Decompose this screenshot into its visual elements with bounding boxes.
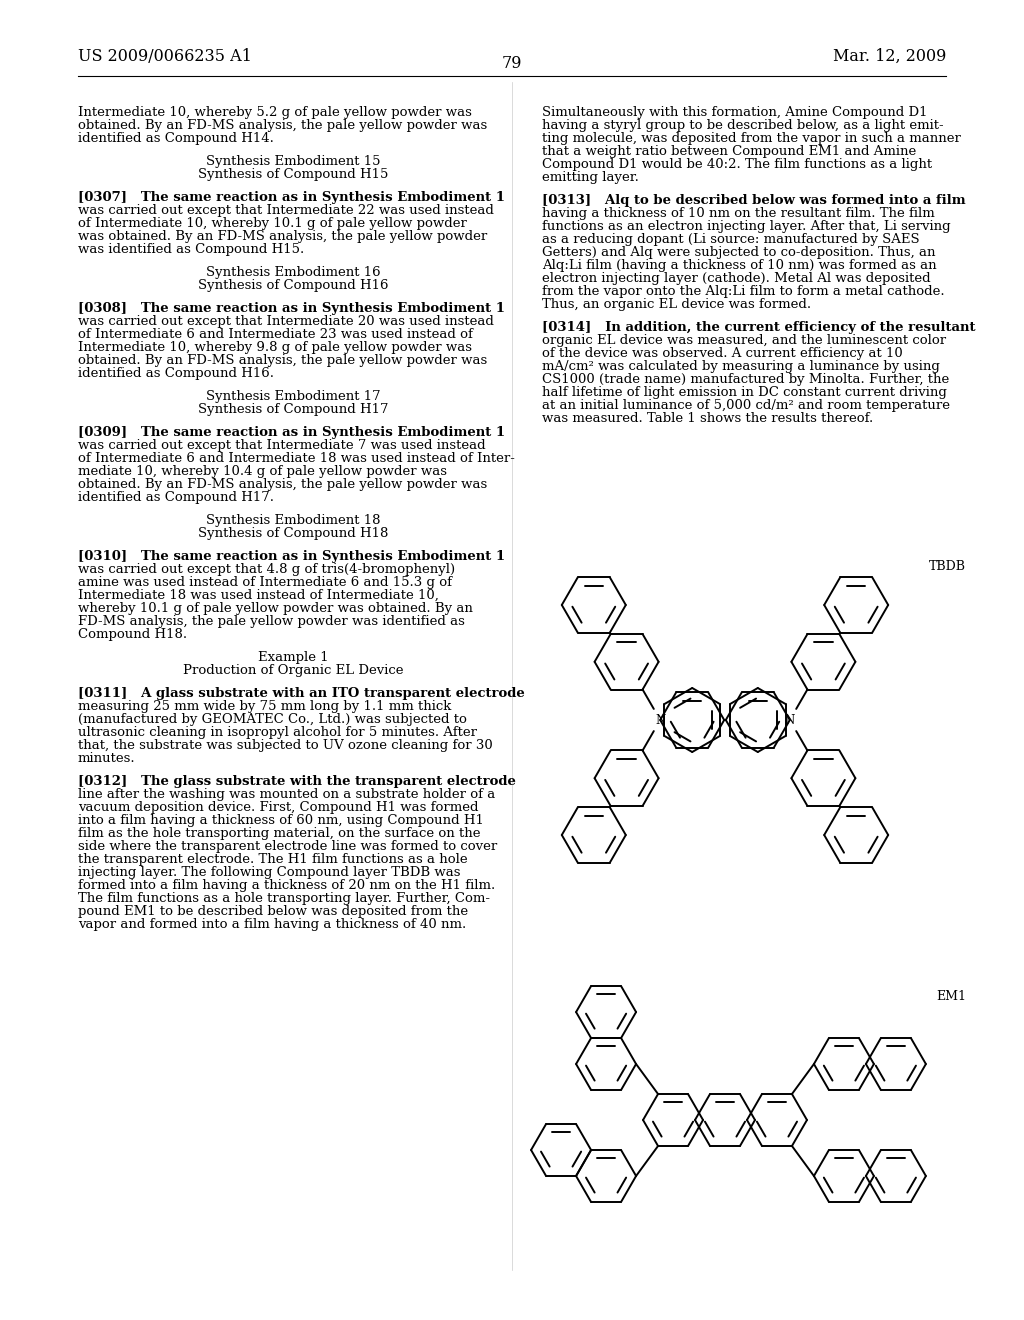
Text: Synthesis Embodiment 17: Synthesis Embodiment 17 [206,389,380,403]
Text: that a weight ratio between Compound EM1 and Amine: that a weight ratio between Compound EM1… [542,145,915,158]
Text: Compound H18.: Compound H18. [78,628,187,642]
Text: pound EM1 to be described below was deposited from the: pound EM1 to be described below was depo… [78,906,468,917]
Text: ting molecule, was deposited from the vapor in such a manner: ting molecule, was deposited from the va… [542,132,961,145]
Text: was carried out except that 4.8 g of tris(4-bromophenyl): was carried out except that 4.8 g of tri… [78,564,455,576]
Text: into a film having a thickness of 60 nm, using Compound H1: into a film having a thickness of 60 nm,… [78,814,483,828]
Text: Synthesis Embodiment 15: Synthesis Embodiment 15 [206,154,380,168]
Text: N: N [784,714,795,726]
Text: electron injecting layer (cathode). Metal Al was deposited: electron injecting layer (cathode). Meta… [542,272,931,285]
Text: of Intermediate 6 and Intermediate 23 was used instead of: of Intermediate 6 and Intermediate 23 wa… [78,327,473,341]
Text: half lifetime of light emission in DC constant current driving: half lifetime of light emission in DC co… [542,385,946,399]
Text: was carried out except that Intermediate 7 was used instead: was carried out except that Intermediate… [78,440,485,451]
Text: Synthesis of Compound H17: Synthesis of Compound H17 [198,403,388,416]
Text: formed into a film having a thickness of 20 nm on the H1 film.: formed into a film having a thickness of… [78,879,495,892]
Text: EM1: EM1 [936,990,966,1003]
Text: functions as an electron injecting layer. After that, Li serving: functions as an electron injecting layer… [542,220,950,234]
Text: identified as Compound H16.: identified as Compound H16. [78,367,273,380]
Text: identified as Compound H14.: identified as Compound H14. [78,132,273,145]
Text: Synthesis Embodiment 16: Synthesis Embodiment 16 [206,267,380,279]
Text: having a thickness of 10 nm on the resultant film. The film: having a thickness of 10 nm on the resul… [542,207,935,220]
Text: side where the transparent electrode line was formed to cover: side where the transparent electrode lin… [78,840,497,853]
Text: Compound D1 would be 40:2. The film functions as a light: Compound D1 would be 40:2. The film func… [542,158,932,172]
Text: [0313]   Alq to be described below was formed into a film: [0313] Alq to be described below was for… [542,194,966,207]
Text: (manufactured by GEOMATEC Co., Ltd.) was subjected to: (manufactured by GEOMATEC Co., Ltd.) was… [78,713,467,726]
Text: was identified as Compound H15.: was identified as Compound H15. [78,243,304,256]
Text: The film functions as a hole transporting layer. Further, Com-: The film functions as a hole transportin… [78,892,489,906]
Text: Synthesis Embodiment 18: Synthesis Embodiment 18 [206,513,380,527]
Text: whereby 10.1 g of pale yellow powder was obtained. By an: whereby 10.1 g of pale yellow powder was… [78,602,473,615]
Text: emitting layer.: emitting layer. [542,172,639,183]
Text: obtained. By an FD-MS analysis, the pale yellow powder was: obtained. By an FD-MS analysis, the pale… [78,119,487,132]
Text: was obtained. By an FD-MS analysis, the pale yellow powder: was obtained. By an FD-MS analysis, the … [78,230,487,243]
Text: TBDB: TBDB [929,560,966,573]
Text: vacuum deposition device. First, Compound H1 was formed: vacuum deposition device. First, Compoun… [78,801,478,814]
Text: Intermediate 10, whereby 9.8 g of pale yellow powder was: Intermediate 10, whereby 9.8 g of pale y… [78,341,472,354]
Text: Example 1: Example 1 [258,651,328,664]
Text: organic EL device was measured, and the luminescent color: organic EL device was measured, and the … [542,334,946,347]
Text: US 2009/0066235 A1: US 2009/0066235 A1 [78,48,252,65]
Text: measuring 25 mm wide by 75 mm long by 1.1 mm thick: measuring 25 mm wide by 75 mm long by 1.… [78,700,452,713]
Text: mA/cm² was calculated by measuring a luminance by using: mA/cm² was calculated by measuring a lum… [542,360,940,374]
Text: CS1000 (trade name) manufactured by Minolta. Further, the: CS1000 (trade name) manufactured by Mino… [542,374,949,385]
Text: [0310]   The same reaction as in Synthesis Embodiment 1: [0310] The same reaction as in Synthesis… [78,550,505,564]
Text: at an initial luminance of 5,000 cd/m² and room temperature: at an initial luminance of 5,000 cd/m² a… [542,399,949,412]
Text: that, the substrate was subjected to UV ozone cleaning for 30: that, the substrate was subjected to UV … [78,739,493,752]
Text: Alq:Li film (having a thickness of 10 nm) was formed as an: Alq:Li film (having a thickness of 10 nm… [542,259,936,272]
Text: having a styryl group to be described below, as a light emit-: having a styryl group to be described be… [542,119,943,132]
Text: Mar. 12, 2009: Mar. 12, 2009 [833,48,946,65]
Text: Getters) and Alq were subjected to co-deposition. Thus, an: Getters) and Alq were subjected to co-de… [542,246,935,259]
Text: [0314]   In addition, the current efficiency of the resultant: [0314] In addition, the current efficien… [542,321,975,334]
Text: Synthesis of Compound H15: Synthesis of Compound H15 [198,168,388,181]
Text: of Intermediate 6 and Intermediate 18 was used instead of Inter-: of Intermediate 6 and Intermediate 18 wa… [78,451,515,465]
Text: [0308]   The same reaction as in Synthesis Embodiment 1: [0308] The same reaction as in Synthesis… [78,302,505,315]
Text: FD-MS analysis, the pale yellow powder was identified as: FD-MS analysis, the pale yellow powder w… [78,615,465,628]
Text: [0312]   The glass substrate with the transparent electrode: [0312] The glass substrate with the tran… [78,775,516,788]
Text: was carried out except that Intermediate 20 was used instead: was carried out except that Intermediate… [78,315,494,327]
Text: obtained. By an FD-MS analysis, the pale yellow powder was: obtained. By an FD-MS analysis, the pale… [78,478,487,491]
Text: ultrasonic cleaning in isopropyl alcohol for 5 minutes. After: ultrasonic cleaning in isopropyl alcohol… [78,726,477,739]
Text: N: N [655,714,666,726]
Text: line after the washing was mounted on a substrate holder of a: line after the washing was mounted on a … [78,788,495,801]
Text: Thus, an organic EL device was formed.: Thus, an organic EL device was formed. [542,298,811,312]
Text: as a reducing dopant (Li source: manufactured by SAES: as a reducing dopant (Li source: manufac… [542,234,920,246]
Text: Synthesis of Compound H16: Synthesis of Compound H16 [198,279,388,292]
Text: [0307]   The same reaction as in Synthesis Embodiment 1: [0307] The same reaction as in Synthesis… [78,191,505,205]
Text: Production of Organic EL Device: Production of Organic EL Device [182,664,403,677]
Text: film as the hole transporting material, on the surface on the: film as the hole transporting material, … [78,828,480,840]
Text: obtained. By an FD-MS analysis, the pale yellow powder was: obtained. By an FD-MS analysis, the pale… [78,354,487,367]
Text: vapor and formed into a film having a thickness of 40 nm.: vapor and formed into a film having a th… [78,917,466,931]
Text: [0309]   The same reaction as in Synthesis Embodiment 1: [0309] The same reaction as in Synthesis… [78,426,505,440]
Text: mediate 10, whereby 10.4 g of pale yellow powder was: mediate 10, whereby 10.4 g of pale yello… [78,465,446,478]
Text: [0311]   A glass substrate with an ITO transparent electrode: [0311] A glass substrate with an ITO tra… [78,686,524,700]
Text: Synthesis of Compound H18: Synthesis of Compound H18 [198,527,388,540]
Text: Intermediate 10, whereby 5.2 g of pale yellow powder was: Intermediate 10, whereby 5.2 g of pale y… [78,106,472,119]
Text: of Intermediate 10, whereby 10.1 g of pale yellow powder: of Intermediate 10, whereby 10.1 g of pa… [78,216,467,230]
Text: 79: 79 [502,55,522,73]
Text: was carried out except that Intermediate 22 was used instead: was carried out except that Intermediate… [78,205,494,216]
Text: of the device was observed. A current efficiency at 10: of the device was observed. A current ef… [542,347,902,360]
Text: amine was used instead of Intermediate 6 and 15.3 g of: amine was used instead of Intermediate 6… [78,576,452,589]
Text: Intermediate 18 was used instead of Intermediate 10,: Intermediate 18 was used instead of Inte… [78,589,438,602]
Text: from the vapor onto the Alq:Li film to form a metal cathode.: from the vapor onto the Alq:Li film to f… [542,285,944,298]
Text: Simultaneously with this formation, Amine Compound D1: Simultaneously with this formation, Amin… [542,106,927,119]
Text: the transparent electrode. The H1 film functions as a hole: the transparent electrode. The H1 film f… [78,853,467,866]
Text: identified as Compound H17.: identified as Compound H17. [78,491,273,504]
Text: injecting layer. The following Compound layer TBDB was: injecting layer. The following Compound … [78,866,461,879]
Text: minutes.: minutes. [78,752,135,766]
Text: was measured. Table 1 shows the results thereof.: was measured. Table 1 shows the results … [542,412,872,425]
